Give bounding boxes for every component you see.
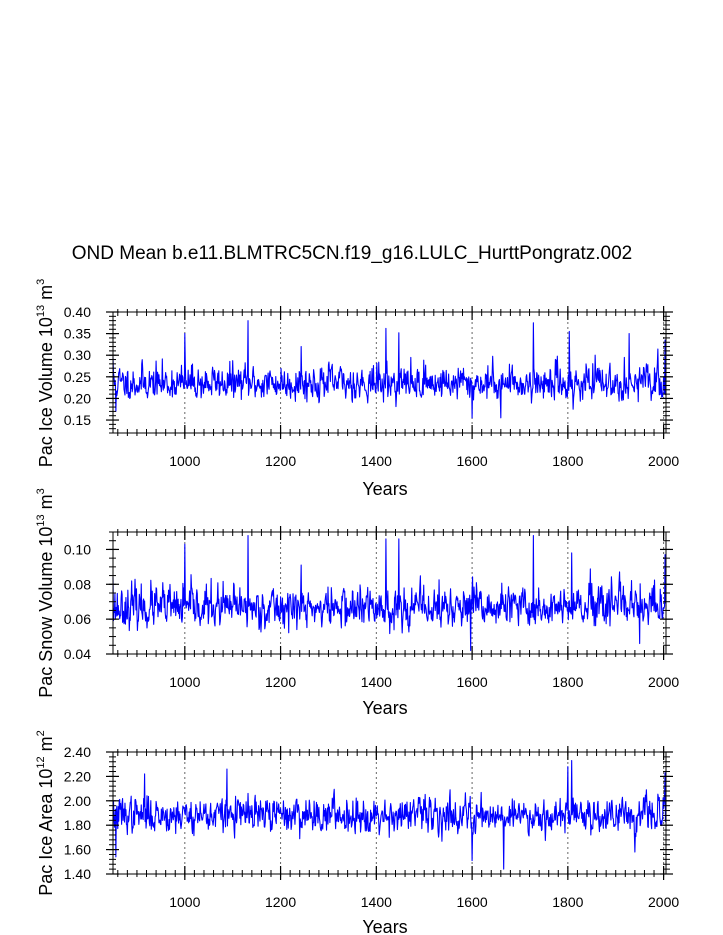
- y-axis-label-ice-volume: Pac Ice Volume 1013 m3: [35, 279, 56, 467]
- panel-ice-volume: 1000 1200 1400 1600 1800 2000 0.15 0.20 0.25 0.30…: [64, 304, 680, 469]
- y-tick-label: 0.25: [64, 369, 91, 385]
- y-tick-label: 2.40: [64, 744, 91, 760]
- x-tick-label-1600: 1600: [457, 894, 488, 910]
- y-tick-label: 1.60: [64, 842, 91, 858]
- y-tick-label: 0.30: [64, 347, 91, 363]
- y-tick-label: 0.08: [64, 576, 91, 592]
- x-tick-label-1200: 1200: [265, 453, 296, 469]
- y-tick-label: 0.04: [64, 646, 91, 662]
- y-tick-label: 0.15: [64, 412, 91, 428]
- x-axis-label-snow-volume: Years: [362, 698, 407, 718]
- x-axis-label-ice-area: Years: [362, 917, 407, 935]
- x-tick-label-1400: 1400: [361, 453, 392, 469]
- x-tick-label-1600: 1600: [457, 674, 488, 690]
- x-tick-label-2000: 2000: [648, 894, 679, 910]
- panel-ice-area: 1000 1200 1400 1600 1800 2000 1.40 1.60 1.80 2.00…: [64, 744, 680, 910]
- y-tick-label: 1.40: [64, 866, 91, 882]
- x-tick-label-1400: 1400: [361, 894, 392, 910]
- x-tick-label-1000: 1000: [169, 453, 200, 469]
- y-tick-label: 0.06: [64, 611, 91, 627]
- y-tick-label: 0.20: [64, 390, 91, 406]
- x-tick-label-2000: 2000: [648, 674, 679, 690]
- x-tick-label-1800: 1800: [552, 674, 583, 690]
- x-tick-label-1800: 1800: [552, 453, 583, 469]
- series-line-snow-volume: [112, 534, 667, 652]
- y-tick-label: 0.35: [64, 326, 91, 342]
- y-tick-label: 0.10: [64, 541, 91, 557]
- plot-frame: [112, 311, 667, 434]
- x-tick-label-1000: 1000: [169, 674, 200, 690]
- y-axis-label-snow-volume: Pac Snow Volume 1013 m3: [35, 488, 56, 697]
- chart-title: OND Mean b.e11.BLMTRC5CN.f19_g16.LULC_Hu…: [72, 243, 632, 264]
- y-tick-label: 2.00: [64, 793, 91, 809]
- y-axis-label-ice-area: Pac Ice Area 1012 m2: [35, 730, 56, 895]
- plot-frame: [112, 531, 667, 655]
- x-tick-label-1000: 1000: [169, 894, 200, 910]
- y-tick-label: 2.20: [64, 768, 91, 784]
- x-axis-label-ice-volume: Years: [362, 479, 407, 499]
- y-tick-label: 0.40: [64, 304, 91, 320]
- y-tick-label: 1.80: [64, 817, 91, 833]
- x-tick-label-1800: 1800: [552, 894, 583, 910]
- series-line-ice-area: [112, 759, 667, 870]
- series-line-ice-volume: [112, 320, 667, 419]
- x-tick-label-2000: 2000: [648, 453, 679, 469]
- x-tick-label-1200: 1200: [265, 674, 296, 690]
- plot-frame: [112, 751, 667, 875]
- x-tick-label-1200: 1200: [265, 894, 296, 910]
- x-tick-label-1400: 1400: [361, 674, 392, 690]
- x-tick-label-1600: 1600: [457, 453, 488, 469]
- panel-snow-volume: 1000 1200 1400 1600 1800 2000 0.04 0.06 0.08 0.10: [64, 526, 679, 690]
